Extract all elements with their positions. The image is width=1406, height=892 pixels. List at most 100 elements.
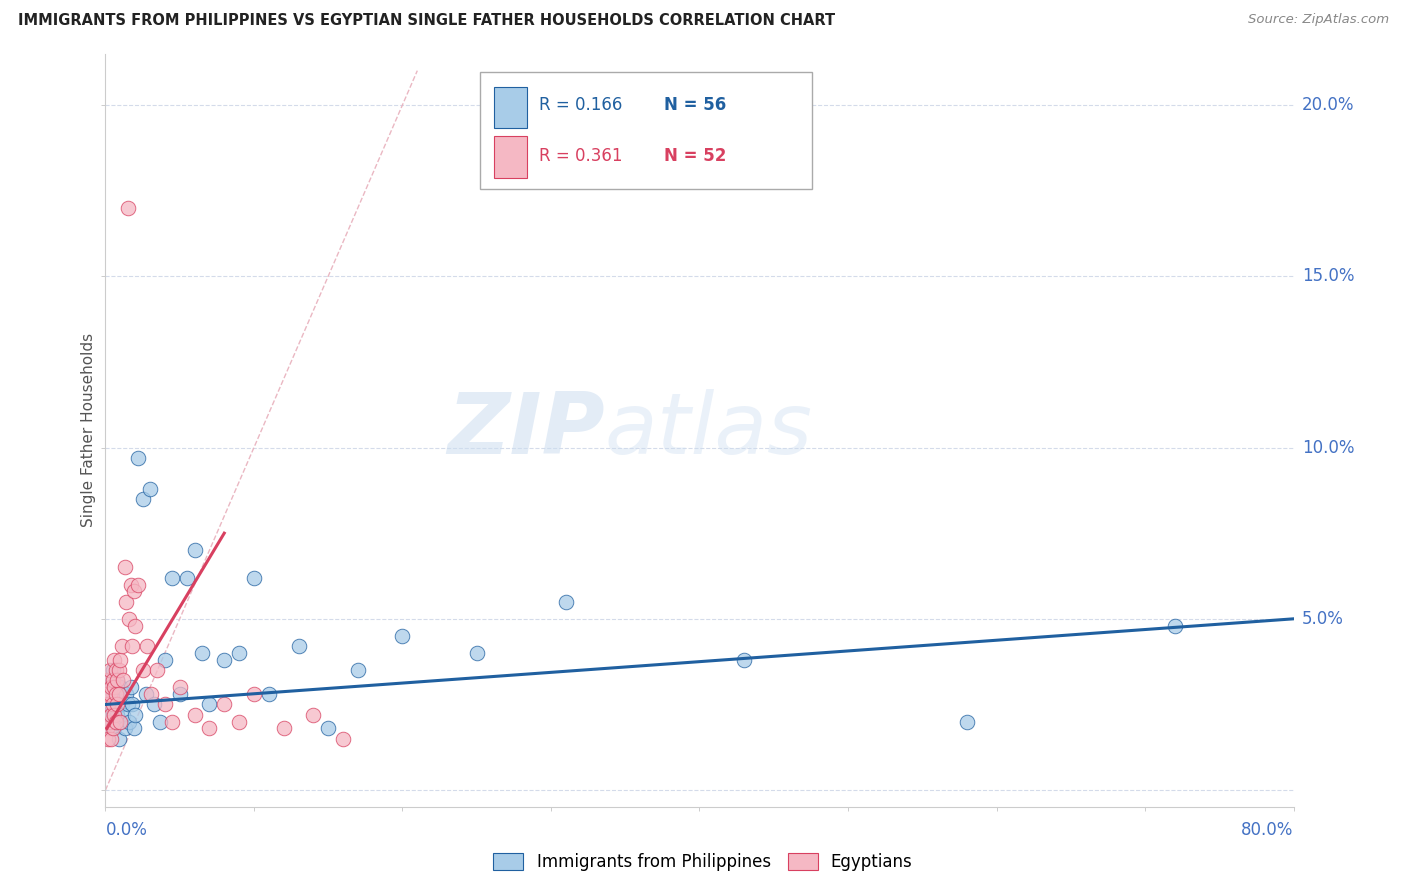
FancyBboxPatch shape xyxy=(494,87,527,128)
Point xyxy=(104,687,127,701)
Point xyxy=(121,639,143,653)
Point xyxy=(98,714,121,729)
Point xyxy=(118,612,141,626)
Point xyxy=(228,714,250,729)
Point xyxy=(198,698,221,712)
Point xyxy=(98,673,121,688)
Point xyxy=(121,698,143,712)
Point xyxy=(117,201,139,215)
Point xyxy=(110,714,132,729)
Point xyxy=(96,687,118,701)
Point xyxy=(114,560,136,574)
Point xyxy=(127,577,149,591)
Point xyxy=(143,698,166,712)
Point xyxy=(98,663,121,677)
FancyBboxPatch shape xyxy=(479,72,813,189)
Point xyxy=(332,731,354,746)
Point xyxy=(100,714,122,729)
Point xyxy=(96,687,118,701)
Text: IMMIGRANTS FROM PHILIPPINES VS EGYPTIAN SINGLE FATHER HOUSEHOLDS CORRELATION CHA: IMMIGRANTS FROM PHILIPPINES VS EGYPTIAN … xyxy=(18,13,835,29)
Point xyxy=(105,707,128,722)
Point xyxy=(100,731,122,746)
Y-axis label: Single Father Households: Single Father Households xyxy=(80,334,96,527)
Point xyxy=(110,714,132,729)
Text: Source: ZipAtlas.com: Source: ZipAtlas.com xyxy=(1249,13,1389,27)
Point xyxy=(98,722,121,736)
Point xyxy=(146,663,169,677)
Point xyxy=(108,663,131,677)
Point xyxy=(108,687,131,701)
Point xyxy=(110,681,132,695)
Point xyxy=(169,687,191,701)
Point xyxy=(287,639,309,653)
Point xyxy=(96,722,118,736)
Point xyxy=(105,673,128,688)
Point xyxy=(104,698,127,712)
Text: N = 52: N = 52 xyxy=(664,147,727,166)
Point xyxy=(273,722,295,736)
Legend: Immigrants from Philippines, Egyptians: Immigrants from Philippines, Egyptians xyxy=(485,845,921,880)
Point xyxy=(122,722,145,736)
Point xyxy=(733,653,755,667)
Point xyxy=(183,707,205,722)
Point xyxy=(100,698,122,712)
Point xyxy=(100,707,122,722)
Point xyxy=(153,698,176,712)
Point xyxy=(169,681,191,695)
Point xyxy=(191,646,214,660)
Point xyxy=(104,714,127,729)
Point xyxy=(97,681,120,695)
Point xyxy=(97,731,120,746)
Point xyxy=(101,673,124,688)
Point xyxy=(101,687,124,701)
Point xyxy=(183,543,205,558)
Point xyxy=(257,687,280,701)
Point xyxy=(131,491,153,506)
Point xyxy=(131,663,153,677)
Point xyxy=(97,673,120,688)
Text: 15.0%: 15.0% xyxy=(1302,268,1354,285)
Point xyxy=(98,687,121,701)
Point xyxy=(112,707,135,722)
Point xyxy=(554,595,576,609)
Text: 80.0%: 80.0% xyxy=(1241,821,1294,839)
Point xyxy=(115,687,138,701)
Point xyxy=(103,653,125,667)
Point xyxy=(115,595,138,609)
Point xyxy=(1164,618,1187,632)
Point xyxy=(214,653,236,667)
Point xyxy=(149,714,172,729)
Point xyxy=(122,584,145,599)
Point xyxy=(214,698,236,712)
Point xyxy=(124,707,146,722)
Point xyxy=(103,681,125,695)
Point xyxy=(347,663,370,677)
Point xyxy=(108,731,131,746)
Point xyxy=(101,698,124,712)
Text: N = 56: N = 56 xyxy=(664,96,725,114)
Point xyxy=(105,673,128,688)
Point xyxy=(103,722,125,736)
Point xyxy=(124,618,146,632)
Point xyxy=(104,714,127,729)
Point xyxy=(108,687,131,701)
Point xyxy=(153,653,176,667)
Text: 10.0%: 10.0% xyxy=(1302,439,1354,457)
Point xyxy=(162,714,184,729)
Point xyxy=(110,653,132,667)
Text: 0.0%: 0.0% xyxy=(105,821,148,839)
Text: 5.0%: 5.0% xyxy=(1302,610,1344,628)
Text: ZIP: ZIP xyxy=(447,389,605,472)
Point xyxy=(198,722,221,736)
Point xyxy=(97,707,120,722)
Point xyxy=(111,698,134,712)
Point xyxy=(105,698,128,712)
Point xyxy=(112,673,135,688)
Point xyxy=(101,707,124,722)
Point xyxy=(120,681,142,695)
Point xyxy=(120,577,142,591)
Point xyxy=(139,482,162,496)
Text: 20.0%: 20.0% xyxy=(1302,96,1354,114)
Point xyxy=(135,687,157,701)
Point xyxy=(956,714,979,729)
